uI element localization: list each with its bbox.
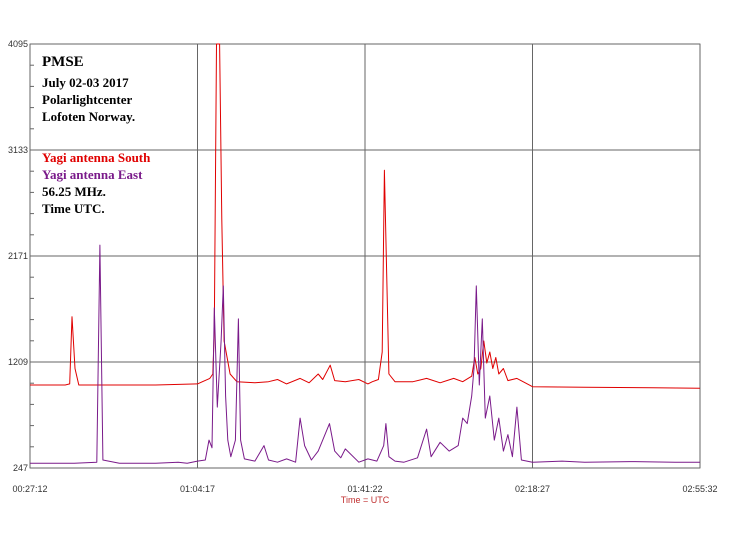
annotation-date: July 02-03 2017 xyxy=(42,75,129,90)
chart-annotation: PMSE July 02-03 2017 Polarlightcenter Lo… xyxy=(42,52,150,217)
y-tick-label: 2171 xyxy=(8,251,28,261)
legend-east: Yagi antenna East xyxy=(42,167,143,182)
annotation-spacer xyxy=(42,125,150,149)
x-tick-label: 01:41:22 xyxy=(347,484,382,494)
x-tick-label: 01:04:17 xyxy=(180,484,215,494)
x-tick-label: 02:55:32 xyxy=(682,484,717,494)
y-tick-label: 4095 xyxy=(8,39,28,49)
y-tick-label: 1209 xyxy=(8,357,28,367)
x-tick-label: 02:18:27 xyxy=(515,484,550,494)
series-layer xyxy=(30,43,701,464)
y-tick-label: 247 xyxy=(13,463,28,473)
series-east-line xyxy=(30,244,700,464)
legend-south: Yagi antenna South xyxy=(42,150,151,165)
annotation-frequency: 56.25 MHz. xyxy=(42,184,106,199)
x-axis-label: Time = UTC xyxy=(341,495,390,505)
x-tick-label: 00:27:12 xyxy=(12,484,47,494)
tick-labels: 4095 3133 2171 1209 247 00:27:12 01:04:17 01:41… xyxy=(8,39,718,494)
annotation-location: Lofoten Norway. xyxy=(42,109,136,124)
annotation-time-note: Time UTC. xyxy=(42,201,105,216)
annotation-place: Polarlightcenter xyxy=(42,92,133,107)
annotation-title: PMSE xyxy=(42,54,84,70)
grid xyxy=(29,43,701,469)
y-tick-label: 3133 xyxy=(8,145,28,155)
